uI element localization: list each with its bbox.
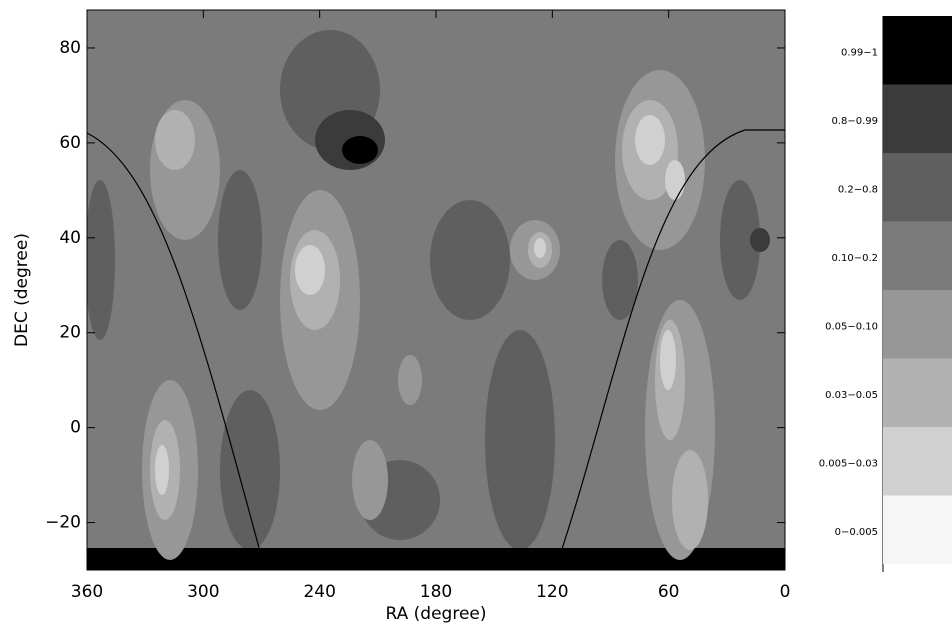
colorbar-label: 0.05−0.10 [825,321,878,332]
colorbar-label: 0.005−0.03 [819,458,878,469]
colorbar-label: 0.2−0.8 [838,184,878,195]
contour-field [87,10,785,570]
x-tick-label: 0 [780,582,791,602]
colorbar-label: 0.8−0.99 [831,116,878,127]
x-tick-label: 360 [71,582,103,602]
y-tick-label: −20 [45,513,81,533]
y-tick-label: 60 [59,133,81,153]
x-tick-label: 240 [303,582,335,602]
colorbar-band [883,153,952,222]
y-axis-label: DEC (degree) [12,233,32,347]
colorbar-band [883,358,952,427]
colorbar-band [883,16,952,85]
colorbar-band [883,290,952,359]
colorbar-band [883,495,952,564]
y-tick-label: 40 [59,228,81,248]
colorbar-band [883,84,952,153]
colorbar-band [883,221,952,290]
colorbar-label: 0.03−0.05 [825,390,878,401]
colorbar-label: 0−0.005 [835,527,878,538]
x-tick-label: 300 [187,582,219,602]
x-tick-label: 60 [658,582,680,602]
x-axis-label: RA (degree) [386,604,487,624]
y-tick-label: 0 [70,418,81,438]
colorbar-label: 0.10−0.2 [831,253,878,264]
y-tick-label: 20 [59,323,81,343]
x-tick-label: 120 [536,582,568,602]
colorbar-label: 0.99−1 [841,47,878,58]
y-tick-label: 80 [59,38,81,58]
colorbar-band [883,427,952,496]
x-tick-label: 180 [420,582,452,602]
